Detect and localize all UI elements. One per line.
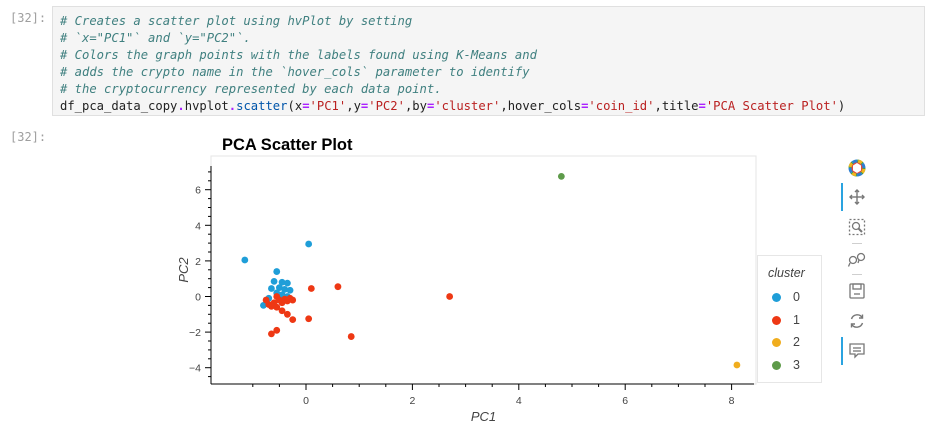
data-point-cluster-0[interactable]	[260, 302, 267, 309]
code-comment-line: # Colors the graph points with the label…	[60, 48, 537, 62]
code-editor[interactable]: # Creates a scatter plot using hvPlot by…	[60, 13, 845, 115]
y-tick-label: 4	[195, 220, 201, 232]
x-tick-label: 0	[303, 395, 309, 407]
data-point-cluster-0[interactable]	[276, 284, 283, 291]
y-ticks: −4 −2 0 2 4 6	[189, 171, 211, 378]
data-point-cluster-1[interactable]	[446, 293, 454, 300]
plot-area[interactable]	[210, 155, 757, 385]
x-tick-label: 8	[729, 395, 735, 407]
y-axis-label: PC2	[176, 257, 191, 283]
output-prompt: [32]:	[10, 130, 47, 144]
plot-toolbar	[840, 152, 874, 372]
toolbar-separator	[852, 243, 862, 244]
legend-swatch	[772, 337, 781, 347]
data-point-cluster-0[interactable]	[273, 268, 281, 275]
y-tick-label: −4	[189, 363, 201, 375]
data-point-cluster-0[interactable]	[270, 277, 278, 285]
legend-label: 1	[793, 313, 800, 327]
hover-active-indicator	[841, 337, 843, 365]
data-point-cluster-0[interactable]	[305, 240, 313, 248]
code-comment-line: # `x="PC1"` and `y="PC2"`.	[60, 31, 251, 45]
legend-swatch	[772, 360, 781, 370]
save-icon[interactable]	[846, 280, 868, 302]
x-tick-label: 6	[622, 395, 628, 407]
data-point-cluster-1[interactable]	[347, 333, 355, 340]
data-point-cluster-0[interactable]	[286, 286, 294, 294]
data-point-cluster-1[interactable]	[273, 326, 281, 334]
code-cell[interactable]: # Creates a scatter plot using hvPlot by…	[52, 6, 925, 116]
legend-item-2[interactable]: 2	[772, 334, 800, 350]
data-point-cluster-1[interactable]	[289, 316, 297, 324]
data-point-cluster-3[interactable]	[557, 172, 565, 180]
data-point-cluster-1[interactable]	[278, 307, 286, 315]
data-point-cluster-1[interactable]	[268, 302, 275, 310]
legend-label: 2	[793, 335, 800, 349]
plot-title: PCA Scatter Plot	[222, 136, 353, 154]
legend-item-1[interactable]: 1	[772, 312, 800, 328]
code-line: df_pca_data_copy.hvplot.scatter(x='PC1',…	[60, 99, 846, 113]
legend-label: 0	[793, 290, 800, 304]
data-points[interactable]	[241, 172, 741, 369]
toolbar-separator	[852, 274, 862, 275]
input-prompt: [32]:	[10, 11, 47, 25]
y-tick-label: 0	[195, 292, 201, 304]
legend-swatch	[772, 292, 781, 302]
wheel-zoom-icon[interactable]	[846, 248, 868, 270]
data-point-cluster-0[interactable]	[278, 278, 286, 286]
y-tick-label: −2	[189, 327, 201, 339]
x-ticks: 0 2 4 6 8	[252, 384, 735, 407]
code-comment-line: # Creates a scatter plot using hvPlot by…	[60, 14, 413, 28]
data-point-cluster-0[interactable]	[268, 285, 275, 292]
data-point-cluster-0[interactable]	[281, 285, 289, 293]
x-tick-label: 4	[516, 395, 522, 407]
legend-title: cluster	[768, 266, 805, 280]
data-point-cluster-2[interactable]	[733, 361, 741, 369]
x-axis-label: PC1	[471, 409, 496, 424]
data-point-cluster-1[interactable]	[273, 303, 281, 311]
x-tick-label: 2	[409, 395, 415, 407]
data-point-cluster-1[interactable]	[307, 285, 315, 292]
legend-item-0[interactable]: 0	[772, 289, 800, 305]
bokeh-logo-icon[interactable]	[846, 157, 868, 179]
data-point-cluster-0[interactable]	[241, 256, 249, 264]
legend-item-3[interactable]: 3	[772, 357, 800, 373]
data-point-cluster-1[interactable]	[283, 310, 291, 318]
data-point-cluster-1[interactable]	[289, 296, 297, 304]
hover-icon[interactable]	[846, 340, 868, 362]
y-tick-label: 6	[195, 185, 201, 197]
box-zoom-icon[interactable]	[846, 216, 868, 238]
code-comment-line: # the cryptocurrency represented by each…	[60, 82, 442, 96]
pan-icon[interactable]	[846, 186, 868, 208]
legend: cluster 0 1 2 3	[757, 255, 822, 383]
data-point-cluster-0[interactable]	[283, 279, 291, 287]
code-comment-line: # adds the crypto name in the `hover_col…	[60, 65, 530, 79]
legend-swatch	[772, 315, 781, 325]
legend-label: 3	[793, 358, 800, 372]
data-point-cluster-1[interactable]	[268, 330, 275, 338]
reset-icon[interactable]	[846, 310, 868, 332]
pan-active-indicator	[841, 183, 843, 211]
y-tick-label: 2	[195, 256, 201, 268]
data-point-cluster-1[interactable]	[305, 315, 313, 323]
data-point-cluster-1[interactable]	[334, 283, 342, 291]
